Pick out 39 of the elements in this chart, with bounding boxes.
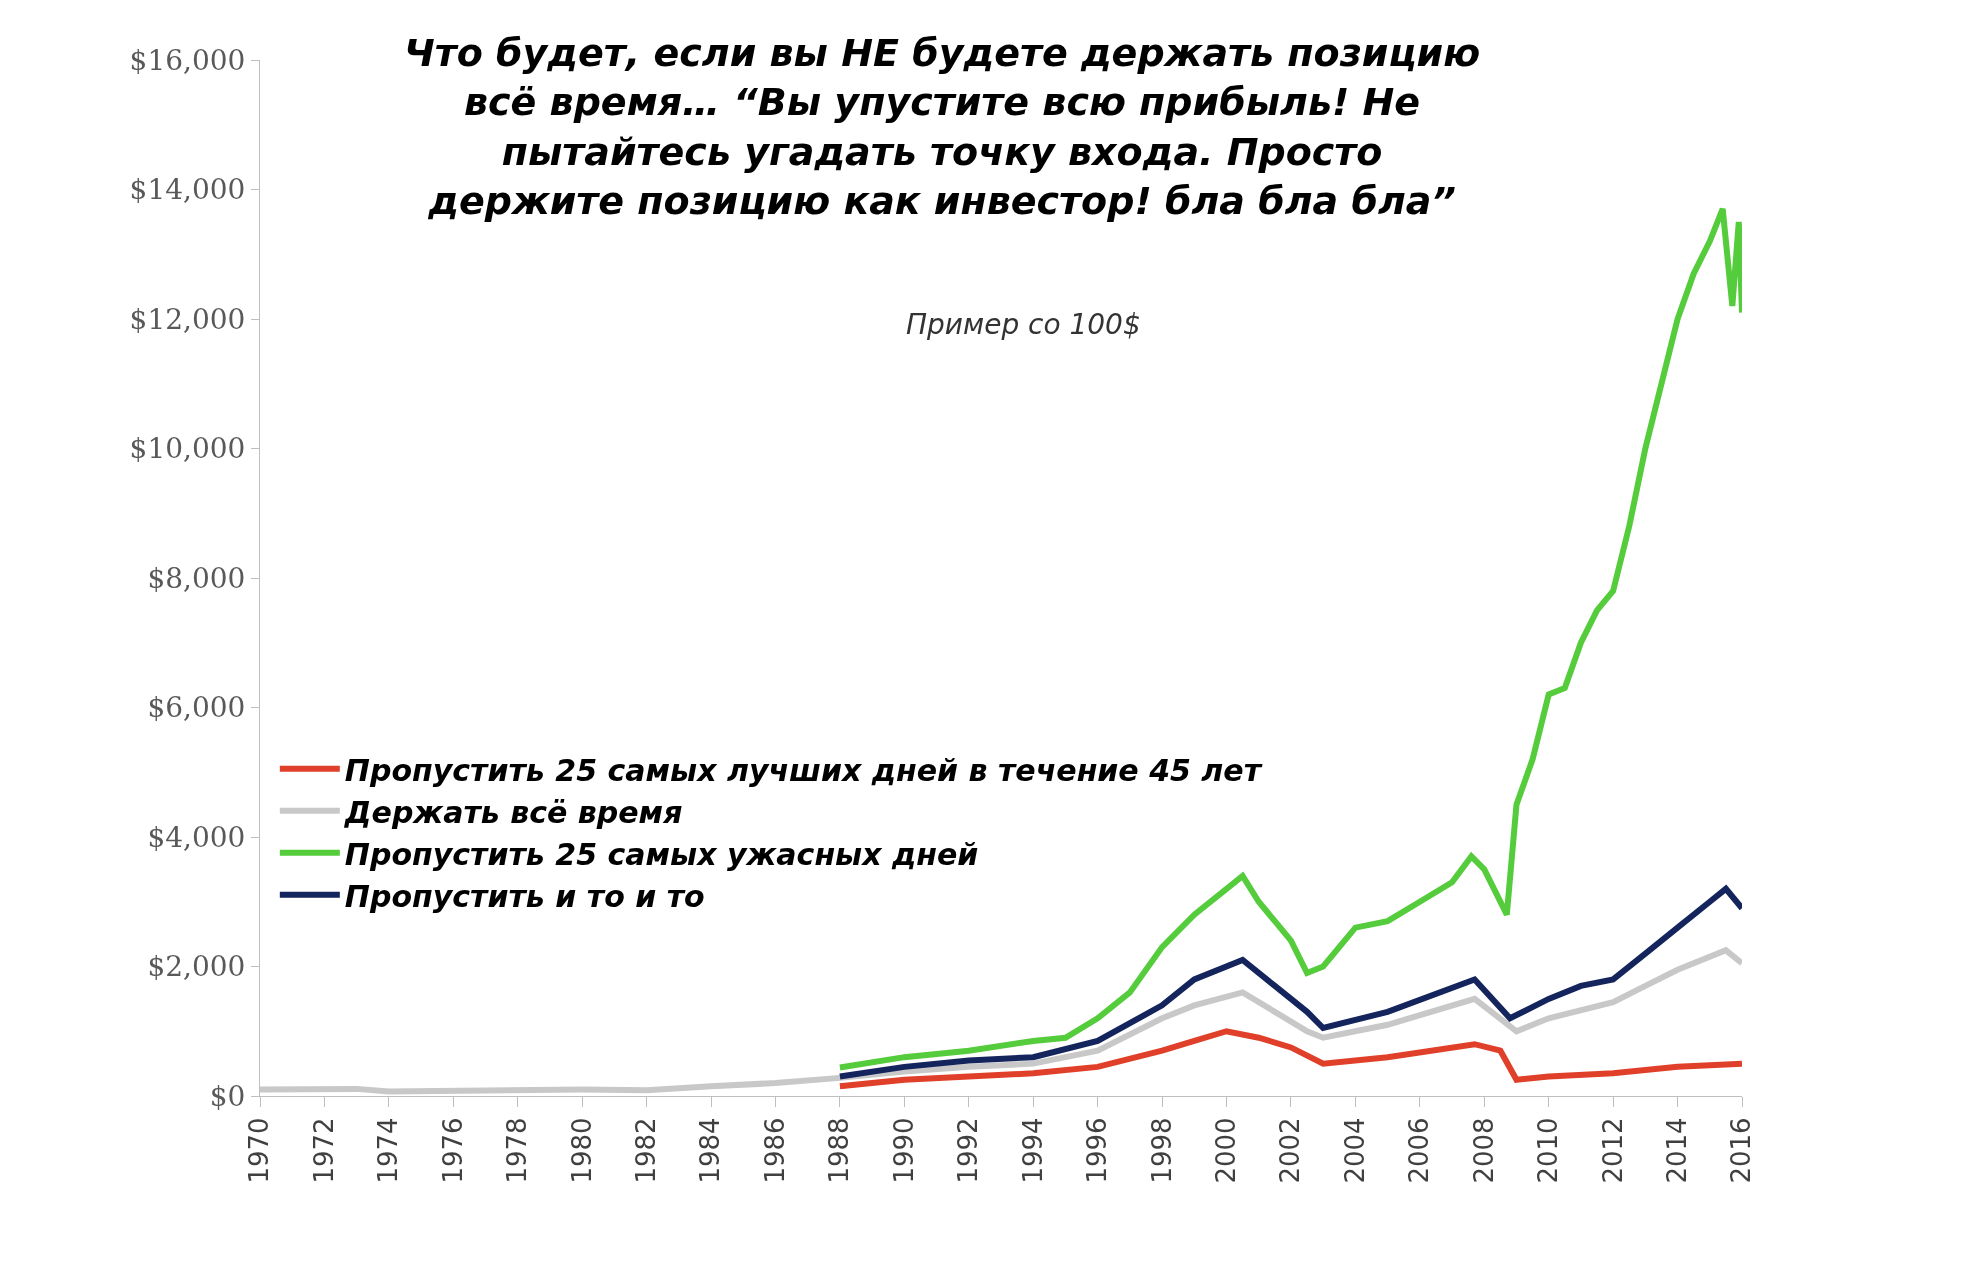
y-tick-label: $2,000 [147, 950, 246, 984]
x-tick-label: 2000 [1210, 1117, 1241, 1184]
y-tick-label: $10,000 [129, 432, 246, 466]
x-tick-label: 1988 [824, 1117, 855, 1184]
x-tick-label: 2008 [1468, 1117, 1499, 1184]
text: Что будет, если вы НЕ будете держать позицию всё время… “Вы упустите всю прибыль! Не пытайтесь угадать точку входа. Просто держите позицию как инвестор! бла бла бла” [404, 31, 1481, 224]
x-tick-label: 1998 [1146, 1117, 1177, 1184]
legend-label: Держать всё время [343, 794, 683, 830]
x-tick-label: 2004 [1339, 1117, 1370, 1184]
legend-label: Пропустить 25 самых ужасных дней [344, 836, 979, 872]
y-tick-label: $12,000 [129, 302, 246, 336]
y-tick-label: $0 [209, 1079, 246, 1113]
x-tick-label: 1994 [1017, 1117, 1048, 1184]
legend-label: Пропустить 25 самых лучших дней в течение 45 лет [344, 752, 1263, 788]
x-tick-label: 1982 [631, 1117, 662, 1184]
x-tick-label: 2014 [1662, 1117, 1693, 1184]
x-tick-label: 2010 [1533, 1117, 1564, 1184]
x-tick-label: 1974 [373, 1117, 404, 1184]
x-tick-label: 1990 [888, 1117, 919, 1184]
text: Пример со 100$ [906, 308, 1141, 341]
x-tick-label: 1984 [695, 1117, 726, 1184]
x-tick-label: 1978 [502, 1117, 533, 1184]
x-tick-label: 2012 [1597, 1117, 1628, 1184]
x-tick-label: 1980 [566, 1117, 597, 1184]
x-tick-label: 1986 [759, 1117, 790, 1184]
y-tick-label: $16,000 [129, 43, 246, 77]
y-tick-label: $8,000 [147, 561, 246, 595]
x-tick-label: 1996 [1082, 1117, 1113, 1184]
legend-label: Пропустить и то и то [344, 878, 705, 914]
y-tick-label: $14,000 [129, 173, 246, 207]
x-tick-label: 1992 [953, 1117, 984, 1184]
x-tick-label: 2006 [1404, 1117, 1435, 1184]
x-tick-label: 2016 [1726, 1117, 1757, 1184]
x-tick-label: 2002 [1275, 1117, 1306, 1184]
x-tick-label: 1970 [244, 1117, 275, 1184]
y-tick-label: $4,000 [147, 820, 246, 854]
x-tick-label: 1972 [308, 1117, 339, 1184]
x-tick-label: 1976 [437, 1117, 468, 1184]
y-tick-label: $6,000 [147, 691, 246, 725]
